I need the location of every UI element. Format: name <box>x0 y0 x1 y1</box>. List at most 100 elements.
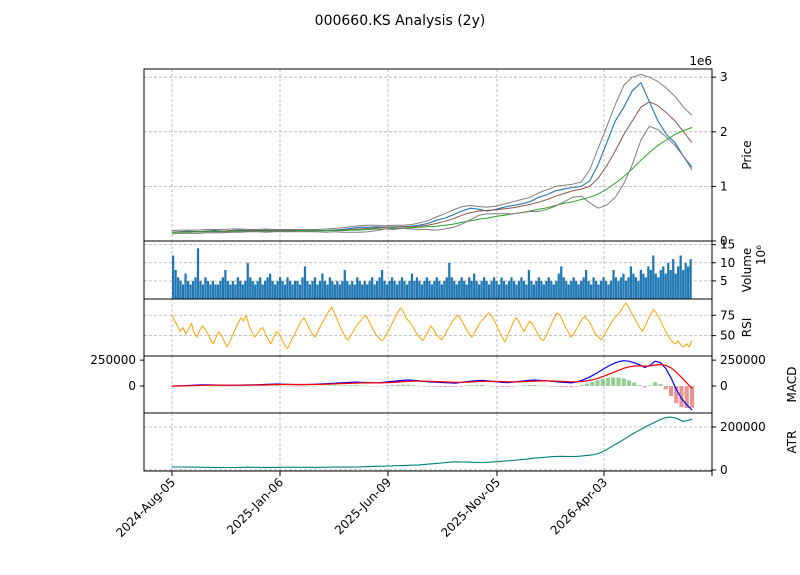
macd-histogram-bar <box>658 384 663 386</box>
volume-bar <box>657 277 660 300</box>
volume-bar <box>313 277 317 300</box>
volume-bar <box>634 277 638 300</box>
volume-bar <box>492 277 496 300</box>
volume-bar <box>470 280 473 299</box>
volume-bar <box>378 277 381 300</box>
volume-bar <box>430 284 433 299</box>
volume-bar <box>376 280 379 299</box>
volume-bar <box>410 273 414 299</box>
macd-histogram-bar <box>364 385 369 387</box>
rsi-ytick-label: 75 <box>720 308 735 322</box>
volume-bar <box>244 280 247 299</box>
macd-histogram-bar <box>574 386 579 387</box>
macd-histogram-bar <box>679 386 684 408</box>
macd-histogram-bar <box>558 386 563 387</box>
volume-bar <box>473 273 476 299</box>
volume-bar <box>485 280 488 299</box>
volume-bar <box>594 280 598 299</box>
volume-bar <box>172 255 175 299</box>
volume-bar <box>577 284 580 299</box>
volume-bar <box>463 280 466 299</box>
volume-bar <box>672 259 675 299</box>
macd-histogram-bar <box>259 385 264 387</box>
macd-histogram-bar <box>369 386 374 387</box>
volume-bar <box>353 284 356 299</box>
volume-bar <box>599 280 603 299</box>
atr-ytick-label: 0 <box>720 463 728 477</box>
volume-bar <box>614 277 618 300</box>
volume-bar <box>283 284 287 299</box>
volume-bar <box>545 280 548 299</box>
volume-bar <box>264 280 267 299</box>
x-tick-label: 2026-Apr-03 <box>548 475 610 537</box>
volume-bar <box>348 284 351 299</box>
volume-bar <box>542 284 545 299</box>
volume-bar <box>557 273 560 299</box>
volume-bar <box>229 284 232 299</box>
macd-histogram-bar <box>485 385 490 387</box>
volume-bar <box>321 273 324 299</box>
volume-bar <box>234 284 237 299</box>
macd-histogram-bar <box>511 386 516 387</box>
volume-bar <box>363 280 366 299</box>
volume-bar <box>311 280 314 299</box>
volume-bar <box>194 277 197 300</box>
macd-histogram-bar <box>642 386 647 388</box>
volume-bar <box>562 277 565 300</box>
macd-histogram-bar <box>448 386 453 387</box>
macd-histogram-bar <box>343 385 348 387</box>
macd-histogram-bar <box>169 386 175 387</box>
volume-bar <box>448 262 451 300</box>
macd-histogram-bar <box>380 385 385 387</box>
volume-bar <box>420 284 424 299</box>
volume-bar <box>261 284 264 299</box>
macd-histogram-bar <box>374 386 379 387</box>
macd-histogram-bar <box>437 386 442 387</box>
macd-histogram-bar <box>217 386 222 387</box>
macd-histogram-bar <box>479 385 484 387</box>
macd-histogram-bar <box>563 386 569 387</box>
volume-bar <box>460 277 463 300</box>
volume-ytick-label: 5 <box>720 274 728 288</box>
macd-histogram-bar <box>674 386 679 404</box>
volume-bar <box>433 280 436 299</box>
volume-bar <box>487 284 491 299</box>
volume-bar <box>288 280 292 299</box>
volume-bar <box>301 277 304 300</box>
macd-histogram-bar <box>500 386 505 387</box>
volume-bar <box>393 280 396 299</box>
volume-bar <box>174 270 177 299</box>
macd-histogram-bar <box>222 386 227 387</box>
macd-histogram-bar <box>553 386 558 387</box>
volume-bar <box>428 280 431 299</box>
macd-histogram-bar <box>537 385 542 387</box>
price-ylabel: Price <box>740 140 754 169</box>
x-axis: 2024-Aug-05 2025-Jan-06 2025-Jun-09 2025-No… <box>113 471 713 540</box>
volume-bar <box>246 262 249 300</box>
macd-signal-line <box>171 364 693 389</box>
volume-bar <box>689 259 692 299</box>
volume-bar <box>555 280 558 299</box>
macd-ytick-label: 0 <box>720 379 728 393</box>
volume-bar <box>679 255 682 299</box>
atr-ytick-label: 200000 <box>720 420 766 434</box>
macd-histogram-bar <box>416 385 421 387</box>
price-ytick-label: 0 <box>720 234 728 248</box>
volume-bar <box>221 277 224 300</box>
volume-bar <box>677 266 680 299</box>
volume-bar <box>199 280 202 299</box>
volume-bar <box>560 266 563 299</box>
volume-bar <box>400 277 404 300</box>
volume-bar <box>206 280 210 299</box>
volume-bar <box>254 284 257 299</box>
volume-bar <box>647 266 650 299</box>
volume-bar <box>326 284 329 299</box>
volume-bar <box>468 277 471 300</box>
volume-bar <box>530 280 533 299</box>
volume-bar <box>286 277 289 300</box>
volume-bar <box>196 248 200 300</box>
price-ytick-label: 2 <box>720 125 728 139</box>
volume-bar <box>331 280 334 299</box>
macd-histogram-bar <box>253 385 259 387</box>
volume-bar <box>306 280 309 299</box>
